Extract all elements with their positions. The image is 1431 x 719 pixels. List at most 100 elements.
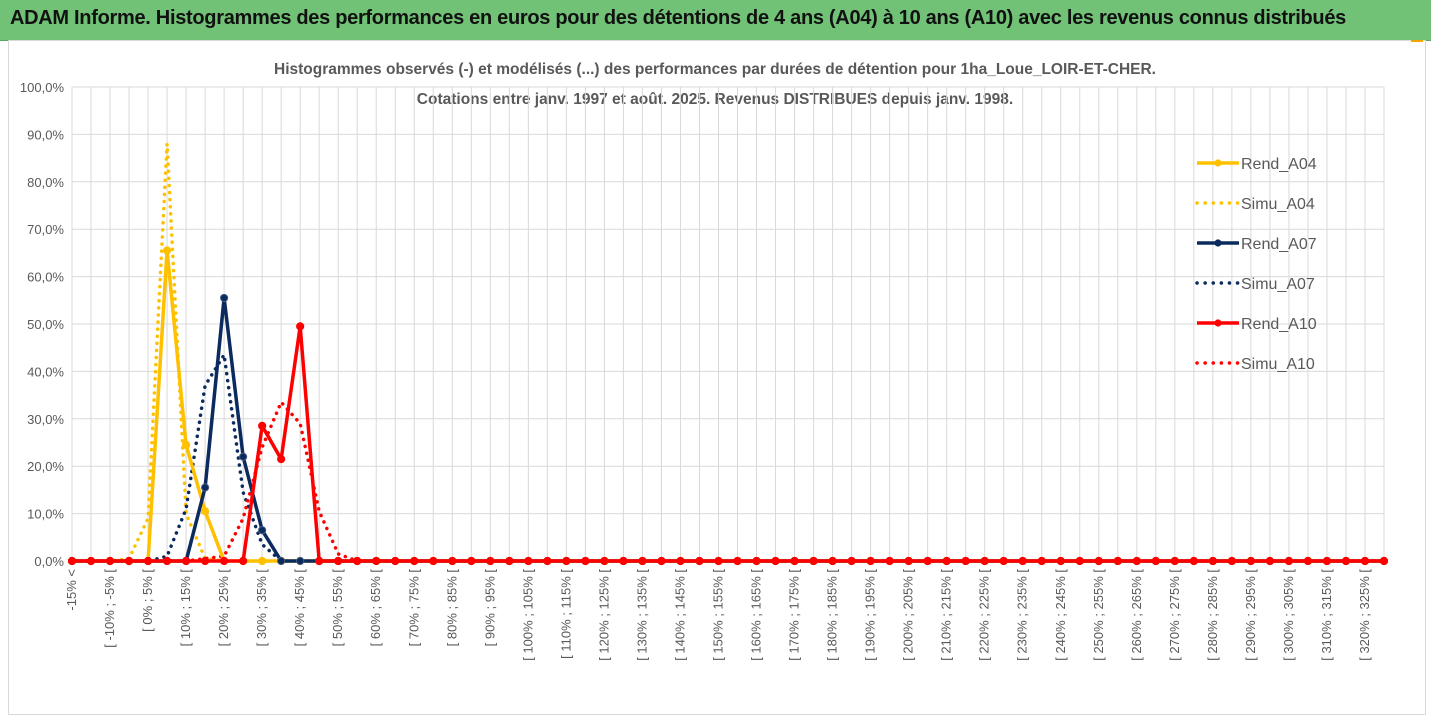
data-point-rend_a04 (162, 246, 172, 255)
chart-subtitle: Cotations entre janv. 1997 et août. 2025… (417, 91, 1013, 108)
y-tick-label: 10,0% (27, 507, 64, 522)
data-point-rend_a10 (239, 556, 248, 566)
data-point-rend_a10 (1341, 556, 1351, 566)
data-point-rend_a10 (1322, 556, 1332, 566)
data-point-rend_a10 (162, 556, 172, 566)
legend-marker-rend_a10 (1214, 319, 1222, 327)
y-tick-label: 60,0% (27, 270, 64, 285)
data-point-rend_a10 (1094, 556, 1103, 566)
data-point-rend_a10 (942, 556, 951, 566)
data-point-rend_a10 (315, 556, 324, 566)
data-point-rend_a10 (828, 556, 837, 566)
data-point-rend_a10 (752, 556, 761, 566)
x-tick-label: [ 310% ; 315% [ (1319, 569, 1334, 661)
data-point-rend_a10 (1113, 556, 1122, 566)
data-point-rend_a10 (733, 556, 742, 566)
data-point-rend_a07 (277, 556, 286, 566)
data-point-rend_a10 (1056, 556, 1065, 566)
data-point-rend_a10 (1132, 556, 1141, 566)
x-tick-label: [ 40% ; 45% [ (292, 569, 307, 647)
data-point-rend_a10 (353, 556, 362, 566)
series-line-simu_a07 (70, 353, 1386, 563)
data-point-rend_a10 (524, 556, 533, 566)
data-point-rend_a07 (239, 452, 248, 461)
data-point-rend_a10 (429, 556, 438, 566)
x-tick-label: [ 80% ; 85% [ (444, 569, 459, 647)
x-tick-label: [ 100% ; 105% [ (520, 569, 535, 661)
data-point-rend_a10 (866, 556, 875, 566)
y-tick-label: 20,0% (27, 459, 64, 474)
data-point-rend_a10 (923, 556, 932, 566)
title-banner: ADAM Informe. Histogrammes des performan… (0, 0, 1431, 41)
x-tick-label: [ 240% ; 245% [ (1053, 569, 1068, 661)
data-point-rend_a10 (695, 556, 704, 566)
data-point-rend_a10 (1265, 556, 1275, 566)
legend-label-simu_a07: Simu_A07 (1241, 276, 1315, 293)
y-tick-label: 0,0% (34, 554, 64, 569)
x-tick-label: [ 0% ; 5% [ (140, 569, 155, 632)
data-point-rend_a10 (1170, 556, 1179, 566)
x-tick-label: [ 250% ; 255% [ (1091, 569, 1106, 661)
data-point-rend_a10 (714, 556, 723, 566)
y-tick-label: 70,0% (27, 222, 64, 237)
grid-lines (71, 86, 1385, 562)
data-point-rend_a10 (562, 556, 571, 566)
x-tick-label: [ 210% ; 215% [ (939, 569, 954, 661)
data-point-rend_a07 (201, 483, 210, 492)
x-tick-label: [ 60% ; 65% [ (368, 569, 383, 647)
y-tick-label: 100,0% (20, 80, 65, 95)
data-point-rend_a10 (1151, 556, 1160, 566)
data-point-rend_a10 (1303, 556, 1313, 566)
data-point-rend_a10 (67, 556, 77, 566)
data-point-rend_a10 (505, 556, 514, 566)
data-point-rend_a10 (220, 556, 229, 566)
data-point-rend_a10 (258, 421, 267, 431)
data-point-rend_a07 (296, 556, 305, 566)
x-tick-label: [ 170% ; 175% [ (787, 569, 802, 661)
x-tick-label: -15% < (64, 569, 79, 611)
data-point-rend_a10 (790, 556, 799, 566)
data-point-rend_a10 (809, 556, 818, 566)
chart-svg: Histogrammes observés (-) et modélisés (… (20, 61, 1389, 661)
data-point-rend_a10 (86, 556, 96, 566)
legend-marker-rend_a04 (1214, 159, 1222, 167)
x-tick-label: [ 270% ; 275% [ (1167, 569, 1182, 661)
x-tick-label: [ 190% ; 195% [ (863, 569, 878, 661)
data-point-rend_a10 (296, 322, 305, 331)
data-point-rend_a10 (391, 556, 400, 566)
y-axis-ticks: 0,0% 10,0% 20,0% 30,0% 40,0% 50,0% 60,0% 70,0% 8… (20, 80, 65, 569)
data-point-rend_a04 (258, 556, 267, 566)
data-point-rend_a10 (999, 556, 1008, 566)
x-tick-label: [ 10% ; 15% [ (178, 569, 193, 647)
data-point-rend_a10 (638, 556, 647, 566)
data-point-rend_a10 (1246, 556, 1255, 566)
series-line-simu_a10 (70, 400, 1386, 563)
data-point-rend_a10 (676, 556, 685, 566)
data-point-rend_a10 (1360, 556, 1370, 566)
y-tick-label: 90,0% (27, 127, 64, 142)
x-tick-label: [ 110% ; 115% [ (558, 569, 573, 659)
data-point-rend_a10 (1284, 556, 1294, 566)
x-tick-label: [ 90% ; 95% [ (482, 569, 497, 647)
data-point-rend_a07 (258, 526, 267, 535)
data-point-rend_a10 (600, 556, 609, 566)
data-point-rend_a10 (885, 556, 894, 566)
data-point-rend_a10 (277, 454, 286, 464)
corner-marker-icon (1411, 40, 1423, 52)
data-point-rend_a10 (619, 556, 628, 566)
x-tick-label: [ 260% ; 265% [ (1129, 569, 1144, 661)
x-tick-label: [ 150% ; 155% [ (710, 569, 725, 661)
x-tick-label: [ 140% ; 145% [ (672, 569, 687, 661)
y-tick-label: 50,0% (27, 317, 64, 332)
x-tick-label: [ 320% ; 325% [ (1357, 569, 1372, 661)
data-point-rend_a10 (201, 556, 210, 566)
data-point-rend_a10 (581, 556, 590, 566)
chart-area: Histogrammes observés (-) et modélisés (… (8, 40, 1426, 715)
legend-label-simu_a04: Simu_A04 (1241, 196, 1315, 213)
data-point-rend_a10 (410, 556, 419, 566)
y-tick-label: 30,0% (27, 412, 64, 427)
data-point-rend_a10 (467, 556, 476, 566)
x-tick-label: [ 200% ; 205% [ (901, 569, 916, 661)
x-tick-label: [ 120% ; 125% [ (596, 569, 611, 661)
x-tick-label: [ 300% ; 305% [ (1281, 569, 1296, 661)
